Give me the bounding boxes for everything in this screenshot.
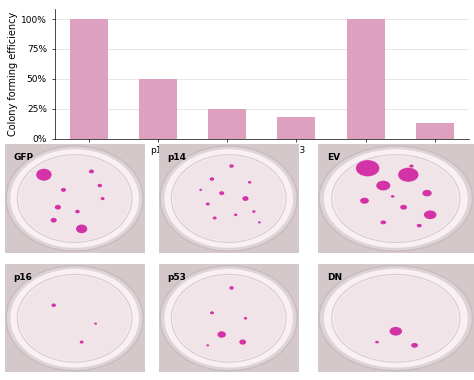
- Text: EV: EV: [327, 153, 340, 162]
- Ellipse shape: [324, 149, 468, 248]
- Bar: [416, 123, 454, 139]
- Ellipse shape: [172, 155, 286, 242]
- Ellipse shape: [219, 191, 224, 195]
- Ellipse shape: [332, 274, 460, 362]
- Text: p16: p16: [13, 273, 32, 282]
- Ellipse shape: [210, 177, 214, 181]
- Ellipse shape: [417, 224, 422, 227]
- Ellipse shape: [229, 286, 234, 290]
- Ellipse shape: [61, 188, 66, 192]
- Ellipse shape: [391, 195, 394, 198]
- Ellipse shape: [55, 205, 61, 210]
- Ellipse shape: [18, 274, 132, 362]
- Ellipse shape: [164, 149, 293, 248]
- Ellipse shape: [319, 146, 473, 251]
- Ellipse shape: [200, 189, 202, 191]
- Ellipse shape: [324, 269, 468, 367]
- Ellipse shape: [10, 269, 139, 367]
- Ellipse shape: [375, 341, 379, 344]
- Ellipse shape: [229, 164, 234, 168]
- Ellipse shape: [400, 205, 407, 210]
- Text: DN: DN: [327, 273, 342, 282]
- Ellipse shape: [424, 211, 437, 219]
- Ellipse shape: [164, 269, 293, 367]
- Ellipse shape: [94, 323, 97, 325]
- Text: p14: p14: [167, 153, 186, 162]
- Ellipse shape: [258, 221, 261, 223]
- Ellipse shape: [80, 340, 83, 344]
- Ellipse shape: [398, 168, 419, 182]
- Ellipse shape: [213, 217, 217, 220]
- Ellipse shape: [248, 181, 251, 184]
- Ellipse shape: [242, 196, 248, 201]
- Ellipse shape: [19, 156, 130, 241]
- Ellipse shape: [10, 149, 139, 248]
- Ellipse shape: [160, 266, 297, 371]
- Ellipse shape: [76, 225, 87, 233]
- Ellipse shape: [218, 331, 226, 338]
- Ellipse shape: [411, 343, 418, 348]
- Ellipse shape: [6, 146, 143, 251]
- Ellipse shape: [89, 169, 94, 173]
- Ellipse shape: [75, 210, 80, 213]
- Ellipse shape: [160, 146, 297, 251]
- Ellipse shape: [36, 169, 52, 180]
- Bar: [277, 117, 316, 139]
- Ellipse shape: [51, 218, 57, 223]
- Ellipse shape: [360, 198, 369, 204]
- Ellipse shape: [100, 197, 105, 200]
- Ellipse shape: [206, 344, 209, 347]
- Bar: [70, 19, 108, 139]
- Ellipse shape: [52, 304, 56, 307]
- Ellipse shape: [173, 276, 284, 361]
- Ellipse shape: [376, 180, 390, 190]
- Text: p53: p53: [167, 273, 186, 282]
- Bar: [208, 109, 246, 139]
- Ellipse shape: [390, 327, 402, 336]
- Ellipse shape: [172, 274, 286, 362]
- Ellipse shape: [6, 266, 143, 371]
- Bar: [139, 79, 177, 139]
- Ellipse shape: [334, 156, 457, 241]
- Ellipse shape: [239, 339, 246, 345]
- Ellipse shape: [319, 266, 473, 371]
- Ellipse shape: [332, 155, 460, 242]
- Text: GFP: GFP: [13, 153, 33, 162]
- Ellipse shape: [19, 276, 130, 361]
- Ellipse shape: [18, 155, 132, 242]
- Ellipse shape: [210, 311, 214, 314]
- Y-axis label: Colony forming efficiency: Colony forming efficiency: [8, 12, 18, 136]
- Ellipse shape: [98, 184, 102, 187]
- Ellipse shape: [206, 203, 210, 206]
- Bar: [346, 19, 384, 139]
- Ellipse shape: [244, 317, 247, 320]
- Ellipse shape: [234, 214, 237, 216]
- Ellipse shape: [252, 210, 255, 213]
- Ellipse shape: [381, 220, 386, 224]
- Ellipse shape: [422, 190, 432, 196]
- Ellipse shape: [173, 156, 284, 241]
- Ellipse shape: [334, 276, 457, 361]
- Ellipse shape: [356, 160, 379, 176]
- Ellipse shape: [409, 165, 414, 168]
